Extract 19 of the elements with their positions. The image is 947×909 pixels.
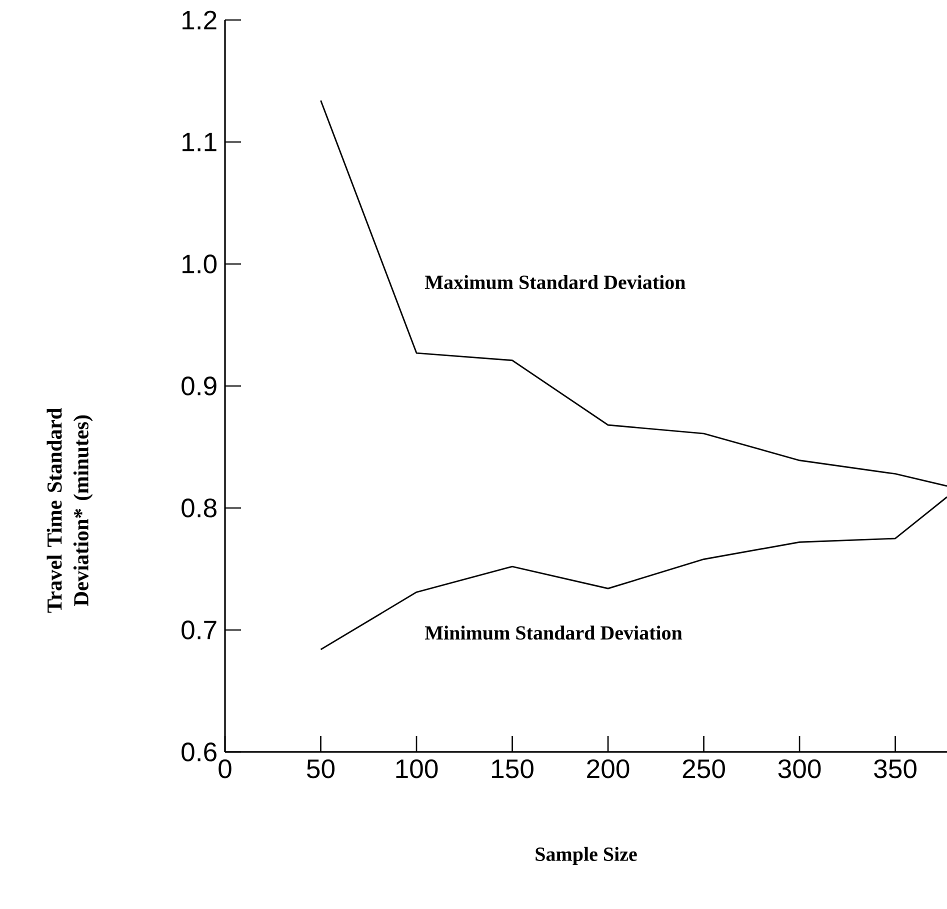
x-tick-label: 300: [778, 759, 821, 778]
annotation: Maximum Standard Deviation: [424, 275, 686, 290]
y-tick-label: 0.8: [182, 498, 216, 518]
x-axis-title: Sample Size: [536, 846, 637, 866]
x-tick-label: 200: [587, 759, 630, 778]
x-tick-label: 100: [396, 759, 438, 778]
annotation: Minimum Standard Deviation: [424, 626, 682, 640]
y-tick-label: 0.9: [182, 376, 216, 396]
x-tick-label: 250: [682, 759, 725, 778]
y-tick-label: 0.7: [182, 620, 216, 640]
x-tick-label: 350: [874, 759, 916, 778]
x-tick-label: 150: [492, 759, 534, 778]
y-tick-label: 0.6: [182, 742, 216, 762]
y-tick-label: 1.2: [182, 10, 216, 30]
y-axis-title: Travel Time Standard Deviation* (minutes): [46, 408, 93, 613]
y-tick-label: 1.0: [182, 254, 217, 274]
y-tick-label: 1.1: [182, 132, 216, 152]
x-tick-label: 0: [218, 759, 232, 778]
x-tick-label: 50: [306, 759, 335, 778]
